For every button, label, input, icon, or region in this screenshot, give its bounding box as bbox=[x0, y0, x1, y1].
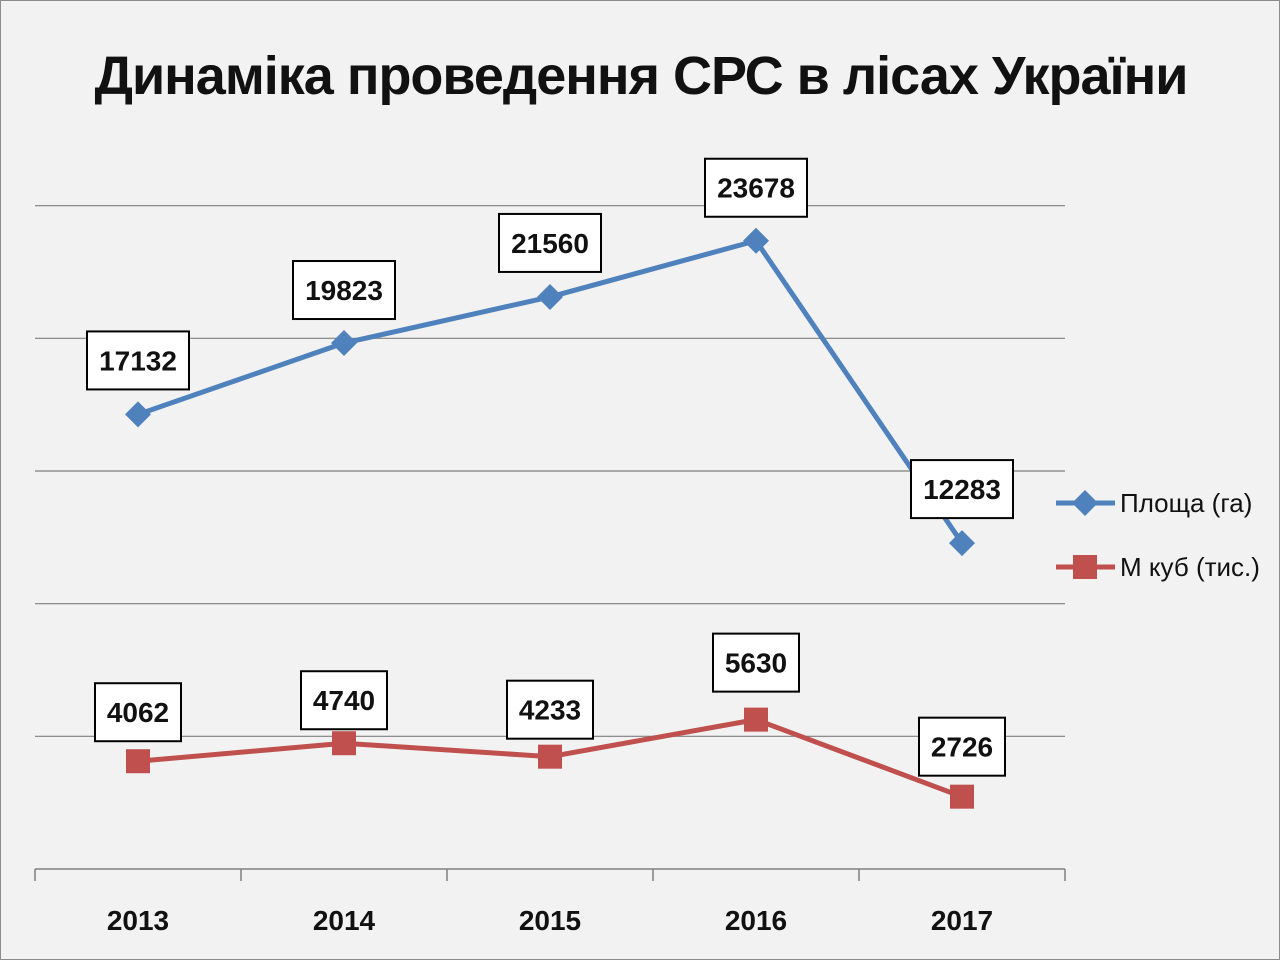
series-1 bbox=[126, 707, 974, 809]
series-0 bbox=[125, 227, 975, 557]
data-label: 12283 bbox=[910, 459, 1014, 520]
data-label-box bbox=[300, 670, 388, 731]
series-marker-diamond bbox=[537, 283, 563, 310]
data-label: 4233 bbox=[506, 679, 594, 740]
series-marker-diamond bbox=[125, 401, 151, 428]
series-marker-square bbox=[744, 707, 768, 732]
data-label-text: 19823 bbox=[305, 275, 383, 306]
data-label-box bbox=[712, 632, 800, 693]
data-label-box bbox=[292, 260, 396, 321]
series-marker-square bbox=[538, 744, 562, 769]
data-label: 4062 bbox=[94, 682, 182, 743]
series-marker-diamond bbox=[949, 530, 975, 557]
data-label-text: 12283 bbox=[923, 474, 1001, 505]
data-label: 23678 bbox=[704, 157, 808, 218]
data-labels: 17132 19823 21560 23678 12283 4062 4740 4233 563… bbox=[86, 157, 1014, 777]
data-label-box bbox=[506, 679, 594, 740]
x-axis: 2013 2014 2015 2016 2017 bbox=[34, 868, 1066, 936]
data-label: 17132 bbox=[86, 330, 190, 391]
x-tick-label: 2015 bbox=[519, 905, 581, 936]
data-label-box bbox=[918, 716, 1006, 777]
series-marker-diamond bbox=[331, 330, 357, 357]
data-label-box bbox=[86, 330, 190, 391]
data-label-text: 5630 bbox=[725, 648, 787, 679]
series-marker-diamond bbox=[1072, 490, 1098, 516]
legend-label: Площа (га) bbox=[1120, 488, 1252, 518]
data-label: 5630 bbox=[712, 632, 800, 693]
data-label-text: 2726 bbox=[931, 732, 993, 763]
data-label-box bbox=[910, 459, 1014, 520]
data-label: 19823 bbox=[292, 260, 396, 321]
legend: Площа (га) М куб (тис.) bbox=[1056, 488, 1260, 582]
data-label-box bbox=[498, 212, 602, 273]
data-label-text: 4740 bbox=[313, 685, 375, 716]
x-tick-label: 2013 bbox=[107, 905, 169, 936]
series-marker-square bbox=[950, 784, 974, 809]
data-label-text: 4233 bbox=[519, 695, 581, 726]
data-label: 2726 bbox=[918, 716, 1006, 777]
data-label-text: 21560 bbox=[511, 228, 589, 259]
x-tick-label: 2016 bbox=[725, 905, 787, 936]
legend-item: М куб (тис.) bbox=[1056, 552, 1260, 582]
data-label-box bbox=[94, 682, 182, 743]
data-label-box bbox=[704, 157, 808, 218]
series-marker-diamond bbox=[743, 227, 769, 254]
x-tick-label: 2017 bbox=[931, 905, 993, 936]
series-marker-square bbox=[126, 749, 150, 774]
data-label: 21560 bbox=[498, 212, 602, 273]
chart-title: Динаміка проведення СРС в лісах України bbox=[94, 46, 1189, 106]
legend-label: М куб (тис.) bbox=[1120, 552, 1260, 582]
data-label-text: 23678 bbox=[717, 173, 795, 204]
gridlines bbox=[35, 205, 1065, 737]
series-layer bbox=[125, 227, 975, 809]
data-label: 4740 bbox=[300, 670, 388, 731]
series-marker-square bbox=[1073, 555, 1097, 579]
data-label-text: 17132 bbox=[99, 345, 177, 376]
series-marker-square bbox=[332, 731, 356, 756]
data-label-text: 4062 bbox=[107, 697, 169, 728]
legend-item: Площа (га) bbox=[1056, 488, 1252, 518]
x-tick-label: 2014 bbox=[313, 905, 376, 936]
